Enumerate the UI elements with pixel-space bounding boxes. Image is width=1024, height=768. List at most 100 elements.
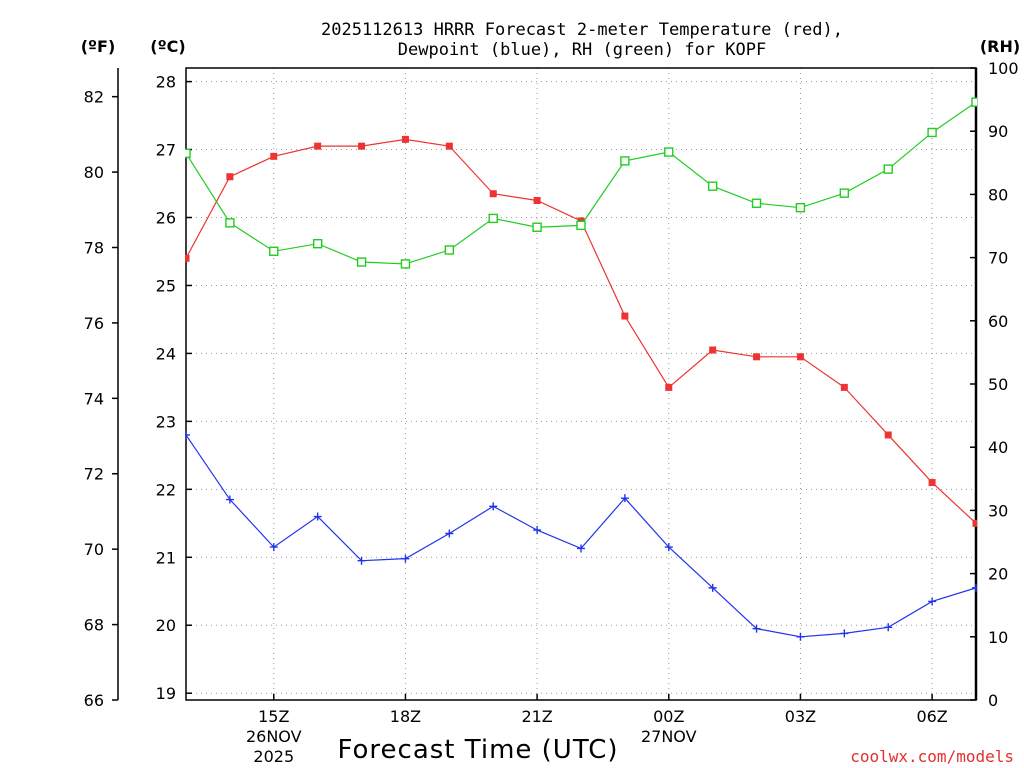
rh-tick-label: 30 xyxy=(988,501,1008,520)
data-point xyxy=(665,383,673,391)
data-point xyxy=(621,312,629,320)
f-tick-label: 70 xyxy=(84,540,104,559)
unit-fahrenheit-label: (ºF) xyxy=(81,37,116,56)
plot-frame xyxy=(185,67,977,701)
data-point xyxy=(709,346,717,354)
data-point xyxy=(972,583,977,592)
data-point xyxy=(269,246,279,256)
data-point xyxy=(533,197,541,205)
data-point xyxy=(620,494,629,503)
data-point xyxy=(753,353,761,361)
rh-tick-label: 40 xyxy=(988,438,1008,457)
rh-tick-label: 70 xyxy=(988,249,1008,268)
data-point xyxy=(533,526,542,535)
chart-title-line1: 2025112613 HRRR Forecast 2-meter Tempera… xyxy=(321,20,843,40)
rh-tick-label: 50 xyxy=(988,375,1008,394)
f-tick-label: 78 xyxy=(84,238,104,257)
data-point xyxy=(972,519,977,527)
data-point xyxy=(796,353,804,361)
x-tick-year: 2025 xyxy=(253,747,294,766)
f-tick-label: 82 xyxy=(84,88,104,107)
x-axis-label: Forecast Time (UTC) xyxy=(337,735,618,765)
data-point xyxy=(532,222,542,232)
data-point xyxy=(489,502,498,511)
data-point xyxy=(708,583,717,592)
data-point xyxy=(225,218,235,228)
data-point xyxy=(314,142,322,150)
c-tick-label: 26 xyxy=(156,209,176,228)
data-point xyxy=(185,254,190,262)
f-tick-label: 76 xyxy=(84,314,104,333)
c-tick-label: 28 xyxy=(156,73,176,92)
series-line xyxy=(185,138,977,524)
data-point xyxy=(664,543,673,552)
data-point xyxy=(401,135,409,143)
x-tick-label: 18Z xyxy=(390,707,421,726)
c-tick-label: 19 xyxy=(156,684,176,703)
data-point xyxy=(796,632,805,641)
data-point xyxy=(840,629,849,638)
data-point xyxy=(707,181,718,191)
x-tick-label: 03Z xyxy=(785,707,816,726)
data-point xyxy=(225,495,234,504)
data-point xyxy=(269,543,278,552)
data-point xyxy=(313,512,322,521)
x-tick-date: 27NOV xyxy=(641,727,697,746)
data-point xyxy=(883,164,893,174)
rh-tick-label: 20 xyxy=(988,565,1008,584)
c-tick-label: 24 xyxy=(156,344,176,363)
fahrenheit-axis: 66 68 70 72 74 76 78 80 82 xyxy=(84,88,118,710)
series-dewpoint xyxy=(185,430,977,641)
f-tick-label: 66 xyxy=(84,691,104,710)
data-point xyxy=(357,556,366,565)
data-point xyxy=(444,245,455,255)
data-point xyxy=(356,257,367,267)
c-tick-label: 27 xyxy=(156,141,176,160)
data-point xyxy=(927,127,937,138)
data-point xyxy=(577,544,585,553)
data-point xyxy=(489,190,497,198)
rh-axis: 0 10 20 30 40 50 60 70 80 90 100 xyxy=(970,59,1019,710)
x-tick-label: 00Z xyxy=(653,707,684,726)
data-point xyxy=(401,554,410,563)
x-tick-label: 21Z xyxy=(521,707,552,726)
f-tick-label: 80 xyxy=(84,163,104,182)
data-point xyxy=(185,430,190,439)
gridlines xyxy=(186,68,976,700)
rh-tick-label: 60 xyxy=(988,312,1008,331)
x-tick-date: 26NOV xyxy=(246,727,302,746)
x-tick-label: 06Z xyxy=(916,707,947,726)
rh-tick-label: 10 xyxy=(988,628,1008,647)
data-point xyxy=(752,624,761,633)
chart-title-line2: Dewpoint (blue), RH (green) for KOPF xyxy=(398,40,766,60)
credit-text: coolwx.com/models xyxy=(850,747,1014,766)
data-point xyxy=(576,220,586,231)
rh-tick-label: 100 xyxy=(988,59,1019,78)
rh-tick-label: 80 xyxy=(988,185,1008,204)
data-point xyxy=(488,213,498,224)
data-point xyxy=(270,152,278,160)
c-tick-label: 23 xyxy=(156,412,176,431)
x-tick-label: 15Z xyxy=(258,707,289,726)
series-rh xyxy=(185,97,977,269)
data-point xyxy=(928,597,937,606)
series-line xyxy=(185,434,977,638)
data-point xyxy=(840,383,848,391)
data-point xyxy=(839,188,850,198)
data-point xyxy=(400,259,411,269)
rh-tick-label: 0 xyxy=(988,691,998,710)
data-point xyxy=(226,173,234,181)
series-line xyxy=(185,101,977,265)
data-point xyxy=(971,97,977,107)
data-point xyxy=(445,142,453,150)
unit-rh-label: (RH) xyxy=(980,37,1020,56)
c-tick-label: 21 xyxy=(156,548,176,567)
data-point xyxy=(928,479,936,487)
data-point xyxy=(795,202,806,213)
data-point xyxy=(884,623,893,632)
series-layer xyxy=(185,97,977,641)
data-point xyxy=(312,238,323,249)
data-point xyxy=(358,142,366,150)
